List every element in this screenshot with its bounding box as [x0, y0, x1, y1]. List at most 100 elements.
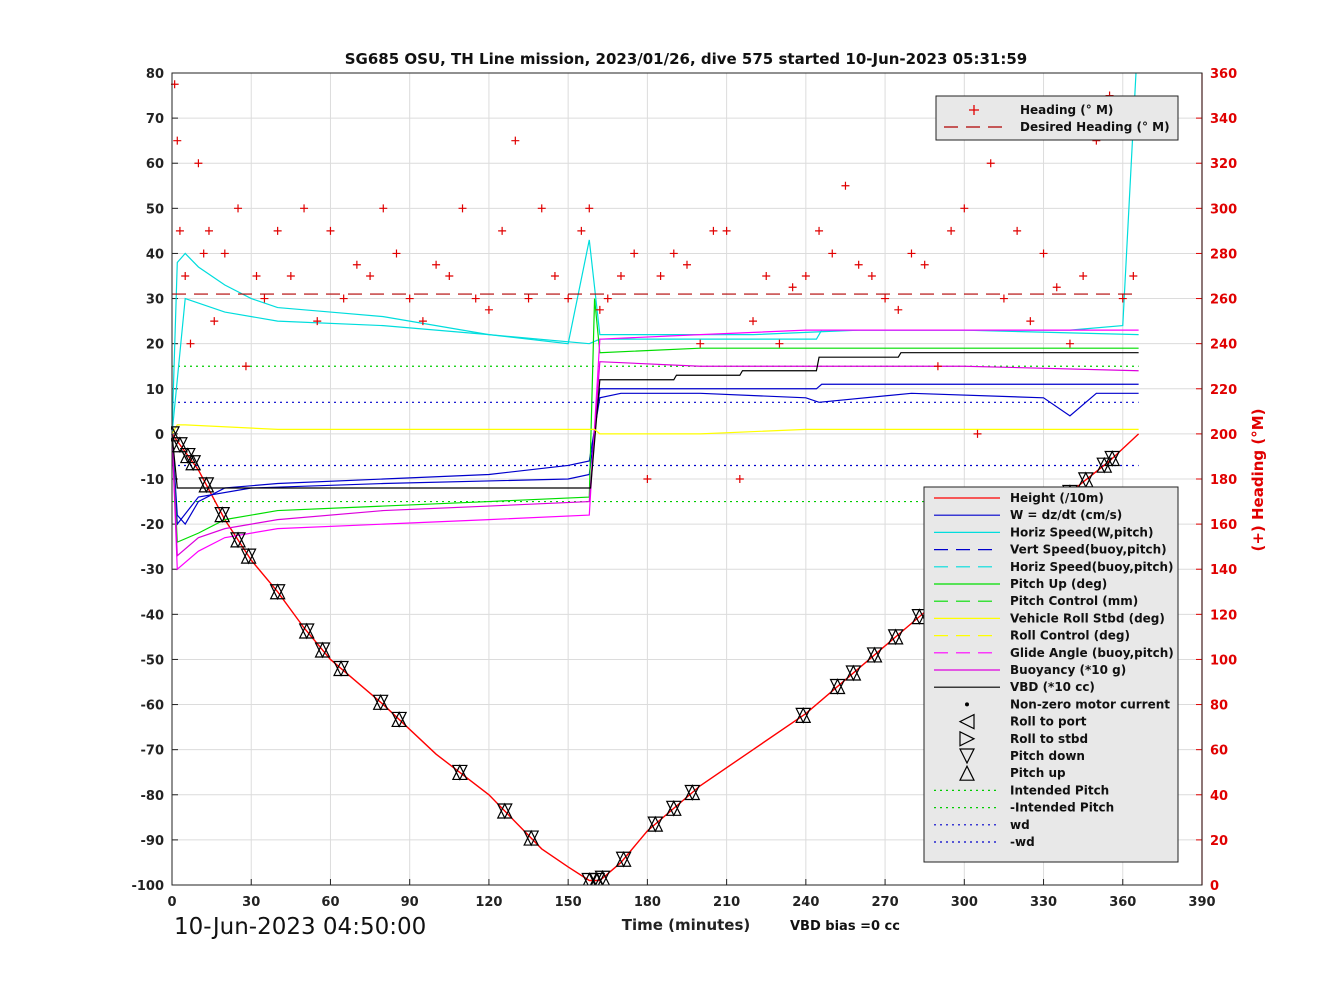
heading-point — [815, 226, 824, 235]
pitch-up-marker — [185, 454, 202, 471]
y-left-tick-label: -50 — [141, 653, 165, 668]
legend-label: Buoyancy (*10 g) — [1010, 663, 1126, 677]
y-right-tick-label: 220 — [1210, 383, 1237, 398]
y-right-axis-label: (+) Heading (°M) — [1249, 408, 1267, 551]
heading-point — [1052, 283, 1061, 292]
heading-point — [1129, 272, 1138, 280]
series-line — [171, 329, 1139, 571]
x-tick-label: 240 — [792, 895, 819, 910]
legend-label: Horiz Speed(W,pitch) — [1010, 525, 1153, 539]
legend-label: Glide Angle (buoy,pitch) — [1010, 646, 1174, 660]
y-right-tick-label: 160 — [1210, 518, 1237, 533]
legend-label: Pitch up — [1010, 766, 1066, 780]
heading-point — [595, 305, 604, 314]
x-tick-label: 360 — [1109, 895, 1136, 910]
heading-point — [181, 272, 190, 280]
series-line — [171, 361, 1139, 557]
legend-swatch — [965, 702, 969, 707]
heading-point — [603, 294, 612, 303]
heading-point — [173, 136, 182, 145]
heading-point — [630, 249, 639, 258]
legend-label: W = dz/dt (cm/s) — [1010, 508, 1122, 522]
heading-point — [286, 272, 295, 280]
y-left-tick-label: -70 — [141, 744, 165, 759]
heading-point — [1026, 317, 1035, 326]
y-right-tick-label: 20 — [1210, 834, 1228, 849]
main-legend: Height (/10m) W = dz/dt (cm/s) Horiz Speed… — [923, 486, 1179, 863]
heading-point — [841, 181, 850, 190]
y-left-tick-label: 60 — [146, 157, 164, 172]
legend-label: Horiz Speed(buoy,pitch) — [1010, 560, 1173, 574]
pitch-up-marker — [451, 764, 468, 781]
y-right-tick-label: 200 — [1210, 428, 1237, 443]
y-left-tick-label: -30 — [141, 563, 165, 578]
legend-label: Non-zero motor current — [1010, 697, 1170, 711]
heading-point — [920, 260, 929, 269]
heading-point — [683, 260, 691, 269]
legend-swatch — [958, 713, 975, 730]
y-left-tick-label: 0 — [155, 428, 164, 443]
heading-point — [1039, 249, 1048, 258]
x-tick-label: 0 — [167, 895, 176, 910]
y-left-tick-label: -40 — [141, 608, 165, 623]
heading-point — [241, 362, 250, 371]
pitch-up-marker — [240, 547, 257, 564]
heading-point — [881, 294, 890, 303]
heading-point — [564, 294, 573, 303]
heading-point — [801, 272, 810, 280]
heading-point — [392, 249, 401, 258]
y-right-tick-label: 40 — [1210, 789, 1228, 804]
y-right-tick-label: 0 — [1210, 879, 1219, 894]
legend-label: wd — [1010, 818, 1030, 832]
heading-point — [1065, 339, 1074, 348]
pitch-up-marker — [582, 872, 596, 885]
heading-point — [511, 136, 520, 145]
y-right-tick-label: 340 — [1210, 112, 1237, 127]
heading-point — [960, 204, 969, 213]
legend-label: Pitch down — [1010, 749, 1085, 763]
y-right-tick-label: 240 — [1210, 338, 1237, 353]
x-tick-label: 180 — [634, 895, 661, 910]
heading-point — [524, 294, 533, 303]
series-line — [171, 352, 1139, 489]
heading-point — [252, 272, 261, 280]
legend-label: -wd — [1010, 835, 1035, 849]
heading-point — [1013, 226, 1022, 235]
heading-point — [194, 159, 203, 168]
heading-point — [735, 475, 744, 483]
x-tick-label: 120 — [475, 895, 502, 910]
heading-point — [471, 294, 480, 303]
pitch-up-marker — [496, 802, 513, 819]
heading-point — [854, 260, 863, 269]
y-left-tick-label: 70 — [146, 112, 164, 127]
heading-point — [947, 226, 956, 235]
heading-point — [616, 272, 625, 280]
pitch-up-marker — [214, 506, 231, 523]
y-right-tick-label: 320 — [1210, 157, 1237, 172]
heading-point — [458, 204, 467, 213]
vbd-bias-note: VBD bias =0 cc — [790, 919, 900, 934]
pitch-up-marker — [269, 583, 286, 600]
x-tick-label: 150 — [555, 895, 582, 910]
heading-point — [749, 317, 758, 326]
legend-label: Vehicle Roll Stbd (deg) — [1010, 611, 1165, 625]
legend-swatch — [959, 730, 976, 747]
pitch-up-marker — [523, 829, 540, 846]
heading-point — [643, 475, 652, 483]
pitch-up-marker — [845, 664, 862, 681]
heading-point — [273, 226, 282, 235]
heading-point — [775, 339, 784, 348]
heading-point — [432, 260, 441, 269]
heading-point — [577, 226, 586, 235]
y-left-tick-label: -80 — [141, 789, 165, 804]
heading-point — [933, 362, 942, 371]
pitch-up-marker — [866, 646, 883, 663]
heading-point — [999, 294, 1008, 303]
x-tick-label: 210 — [713, 895, 740, 910]
chart-title: SG685 OSU, TH Line mission, 2023/01/26, … — [345, 50, 1028, 68]
heading-point — [498, 226, 507, 235]
heading-point — [907, 249, 916, 258]
heading-legend-label: Heading (° M) — [1020, 103, 1113, 117]
legend-label: Pitch Control (mm) — [1010, 594, 1138, 608]
